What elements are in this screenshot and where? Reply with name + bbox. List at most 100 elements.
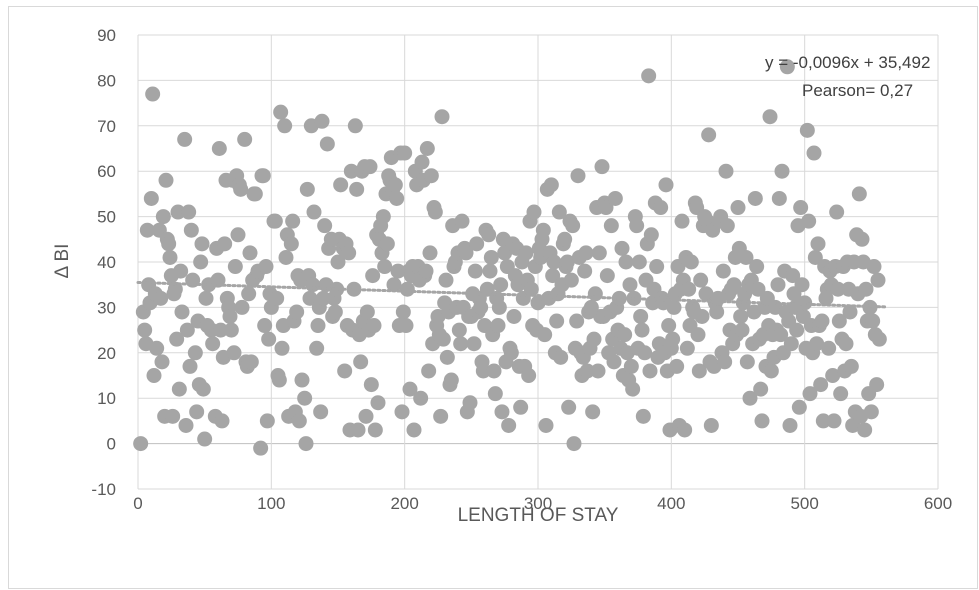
y-tick-label: 50 [97, 208, 116, 227]
data-point [794, 277, 810, 293]
data-point [189, 404, 205, 420]
data-point [641, 68, 657, 84]
data-point [267, 213, 283, 229]
data-point [863, 404, 879, 420]
data-point [617, 327, 633, 343]
data-point [518, 245, 534, 261]
data-point [599, 268, 615, 284]
data-point [181, 204, 197, 220]
data-point [693, 272, 709, 288]
y-tick-label: 80 [97, 71, 116, 90]
data-point [618, 254, 634, 270]
data-point [773, 327, 789, 343]
data-points [133, 59, 887, 456]
data-point [298, 436, 314, 452]
data-point [583, 299, 599, 315]
data-point [538, 417, 554, 433]
data-point [205, 336, 221, 352]
data-point [577, 263, 593, 279]
data-point [826, 413, 842, 429]
data-point [506, 308, 522, 324]
data-point [165, 408, 181, 424]
data-point [294, 372, 310, 388]
data-point [715, 263, 731, 279]
y-tick-labels: -10 0 10 20 30 40 50 60 70 80 90 [91, 26, 116, 499]
data-point [306, 204, 322, 220]
data-point [473, 299, 489, 315]
y-tick-label: 90 [97, 26, 116, 45]
data-point [586, 331, 602, 347]
data-point [139, 222, 155, 238]
data-point [394, 404, 410, 420]
data-point [367, 422, 383, 438]
data-point [174, 304, 190, 320]
data-point [483, 249, 499, 265]
data-point [807, 249, 823, 265]
data-point [810, 236, 826, 252]
data-point [243, 354, 259, 370]
pearson-coefficient: Pearson= 0,27 [802, 81, 913, 100]
data-point [269, 290, 285, 306]
y-tick-label: 60 [97, 162, 116, 181]
data-point [258, 259, 274, 275]
data-point [681, 281, 697, 297]
data-point [419, 141, 435, 156]
data-point [570, 168, 586, 184]
x-axis-title: LENGTH OF STAY [458, 505, 619, 526]
data-point [443, 372, 459, 388]
data-point [631, 254, 647, 270]
data-point [551, 204, 567, 220]
data-point [363, 377, 379, 393]
data-point [466, 336, 482, 352]
data-point [717, 354, 733, 370]
data-point [770, 277, 786, 293]
data-point [458, 245, 474, 261]
data-point [362, 159, 378, 175]
data-point [309, 340, 325, 356]
data-point [783, 336, 799, 352]
data-point [871, 331, 887, 347]
data-point [857, 422, 873, 438]
data-point [513, 399, 529, 415]
x-tick-label: 200 [390, 494, 418, 513]
y-tick-label: -10 [91, 480, 116, 499]
data-point [750, 281, 766, 297]
data-point [487, 386, 503, 402]
data-point [178, 417, 194, 433]
data-point [149, 340, 165, 356]
data-point [785, 268, 801, 284]
data-point [305, 277, 321, 293]
data-point [677, 422, 693, 438]
data-point [799, 122, 815, 138]
data-point [359, 304, 375, 320]
data-point [273, 104, 289, 120]
y-tick-label: 30 [97, 298, 116, 317]
data-point [226, 345, 242, 361]
data-point [349, 181, 365, 197]
data-point [438, 272, 454, 288]
data-point [869, 377, 885, 393]
data-point [821, 340, 837, 356]
data-point [642, 363, 658, 379]
data-point [739, 354, 755, 370]
y-tick-label: 40 [97, 253, 116, 272]
data-point [389, 190, 405, 206]
data-point [753, 381, 769, 397]
data-point [179, 322, 195, 338]
data-point [637, 345, 653, 361]
data-point [703, 417, 719, 433]
data-point [493, 277, 509, 293]
data-point [423, 168, 439, 184]
data-point [545, 268, 561, 284]
data-point [585, 404, 601, 420]
data-point [353, 354, 369, 370]
data-point [833, 386, 849, 402]
data-point [451, 322, 467, 338]
y-tick-label: 0 [107, 435, 116, 454]
data-point [791, 399, 807, 415]
data-point [283, 236, 299, 252]
data-point [521, 368, 537, 383]
data-point [802, 386, 818, 402]
data-point [603, 218, 619, 234]
data-point [330, 254, 346, 270]
